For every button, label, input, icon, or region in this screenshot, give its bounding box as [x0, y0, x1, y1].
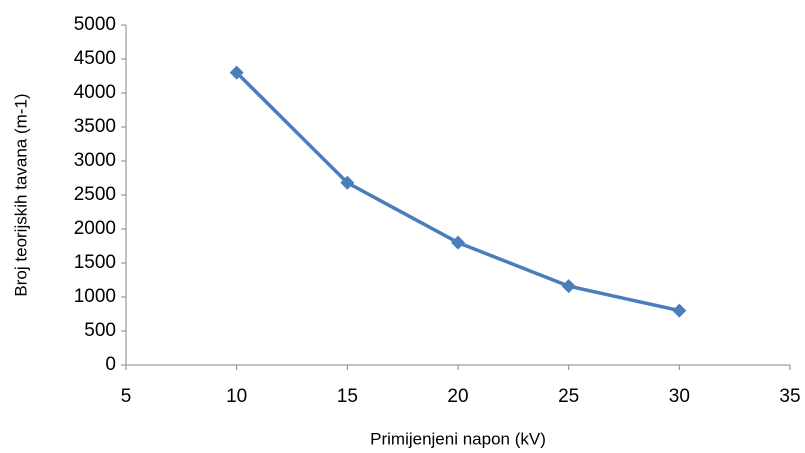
y-tick-label: 2500 — [74, 184, 116, 205]
data-point — [340, 175, 355, 190]
y-axis-title: Broj teorijskih tavana (m-1) — [11, 93, 30, 296]
y-tick-label: 1500 — [74, 252, 116, 273]
x-axis-title: Primijenjeni napon (kV) — [370, 429, 546, 448]
y-tick-label: 2000 — [74, 218, 116, 239]
data-point — [451, 235, 465, 250]
y-tick-label: 3500 — [74, 116, 116, 137]
y-tick-label: 4000 — [74, 82, 116, 103]
x-tick-label: 5 — [121, 386, 132, 407]
series-line — [235, 71, 680, 313]
x-tick-label: 25 — [558, 386, 579, 407]
y-tick-label: 500 — [84, 320, 116, 341]
y-tick-label: 1000 — [74, 286, 116, 307]
y-tick-label: 3000 — [74, 150, 116, 171]
x-tick-label: 30 — [669, 386, 690, 407]
x-tick-label: 10 — [226, 386, 247, 407]
x-tick-label: 15 — [337, 386, 358, 407]
x-tick-label: 20 — [447, 386, 468, 407]
y-tick-label: 0 — [105, 354, 116, 375]
y-tick-label: 5000 — [74, 14, 116, 35]
y-tick-label: 4500 — [74, 48, 116, 69]
data-point — [229, 65, 244, 80]
data-point — [561, 279, 576, 294]
data-point — [672, 303, 687, 318]
x-tick-label: 35 — [779, 386, 800, 407]
